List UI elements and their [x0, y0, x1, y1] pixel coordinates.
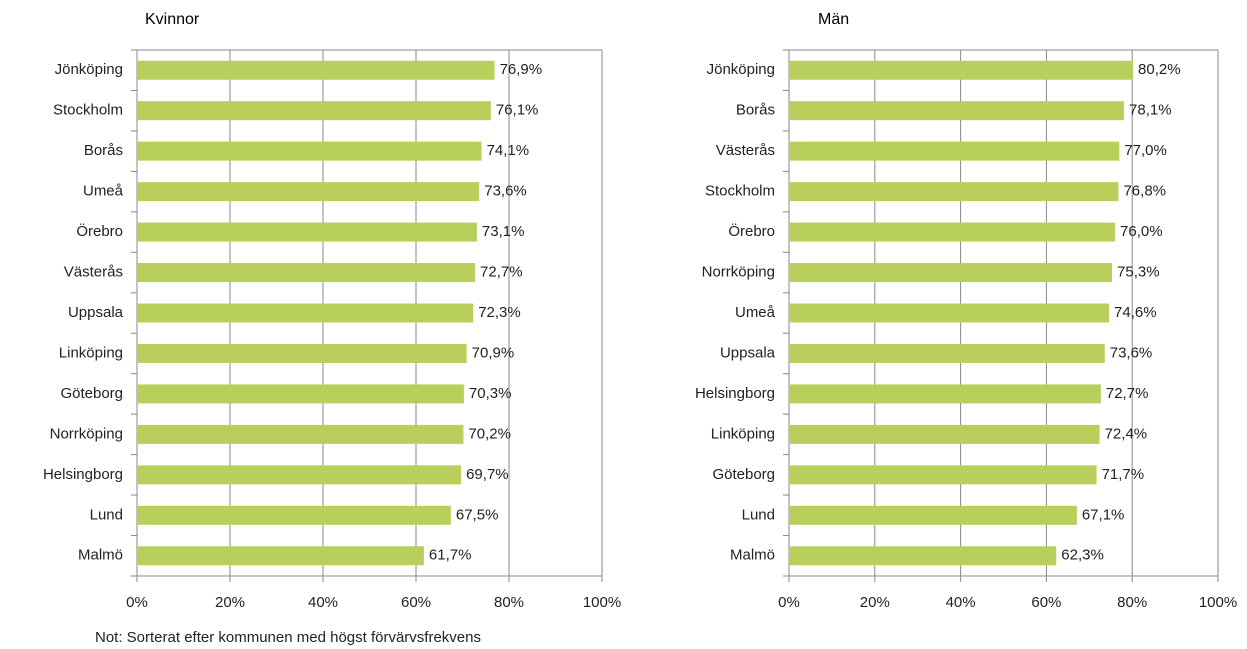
y-tick-label: Lund — [742, 506, 775, 523]
value-label: 76,1% — [496, 102, 539, 119]
x-tick-label: 80% — [494, 594, 524, 611]
note: Not: Sorterat efter kommunen med högst f… — [95, 629, 481, 646]
bar — [789, 141, 1120, 161]
y-tick-label: Malmö — [730, 547, 775, 564]
bar — [789, 303, 1110, 323]
y-tick-label: Malmö — [78, 547, 123, 564]
bar — [789, 546, 1057, 566]
value-label: 67,1% — [1082, 506, 1125, 523]
bar — [137, 182, 480, 202]
x-tick-label: 80% — [1117, 594, 1147, 611]
y-tick-label: Helsingborg — [43, 466, 123, 483]
value-label: 76,8% — [1123, 183, 1166, 200]
x-tick-label: 0% — [778, 594, 800, 611]
value-label: 70,3% — [469, 385, 512, 402]
bar — [789, 505, 1077, 525]
bar — [137, 465, 462, 485]
bar — [137, 505, 451, 525]
y-tick-label: Jönköping — [707, 61, 775, 78]
x-tick-label: 100% — [1199, 594, 1237, 611]
chart-title: Kvinnor — [145, 11, 200, 28]
y-tick-label: Göteborg — [60, 385, 123, 402]
bar — [137, 141, 482, 161]
bar — [137, 222, 477, 242]
y-tick-label: Umeå — [83, 183, 124, 200]
x-tick-label: 0% — [126, 594, 148, 611]
y-tick-label: Borås — [736, 102, 775, 119]
value-label: 70,2% — [468, 425, 511, 442]
x-tick-label: 20% — [860, 594, 890, 611]
bar — [137, 546, 424, 566]
bar — [137, 343, 467, 363]
bar — [789, 182, 1119, 202]
value-label: 74,6% — [1114, 304, 1157, 321]
x-tick-label: 20% — [215, 594, 245, 611]
chart-title: Män — [818, 11, 849, 28]
value-label: 74,1% — [487, 142, 530, 159]
value-label: 70,9% — [472, 344, 515, 361]
value-label: 76,0% — [1120, 223, 1163, 240]
x-tick-label: 60% — [401, 594, 431, 611]
value-label: 73,6% — [1110, 344, 1153, 361]
y-tick-label: Linköping — [711, 425, 775, 442]
bar — [789, 60, 1134, 80]
x-tick-label: 40% — [308, 594, 338, 611]
value-label: 73,6% — [484, 183, 527, 200]
bar — [789, 343, 1105, 363]
bar — [789, 384, 1101, 404]
y-tick-label: Borås — [84, 142, 123, 159]
bar — [789, 263, 1113, 283]
value-label: 69,7% — [466, 466, 509, 483]
y-tick-label: Norrköping — [50, 425, 123, 442]
y-tick-label: Lund — [90, 506, 123, 523]
bar — [789, 222, 1116, 242]
x-tick-label: 100% — [583, 594, 621, 611]
y-tick-label: Linköping — [59, 344, 123, 361]
bar — [137, 101, 491, 121]
y-tick-label: Norrköping — [702, 264, 775, 281]
y-tick-label: Uppsala — [720, 344, 776, 361]
x-tick-label: 60% — [1031, 594, 1061, 611]
bar — [137, 384, 464, 404]
bar — [137, 60, 495, 80]
bar — [137, 424, 464, 444]
value-label: 75,3% — [1117, 264, 1160, 281]
value-label: 72,7% — [480, 264, 523, 281]
value-label: 61,7% — [429, 547, 472, 564]
y-tick-label: Örebro — [728, 222, 775, 240]
bar — [789, 424, 1100, 444]
y-tick-label: Uppsala — [68, 304, 124, 321]
y-tick-label: Jönköping — [55, 61, 123, 78]
value-label: 67,5% — [456, 506, 499, 523]
y-tick-label: Umeå — [735, 304, 776, 321]
value-label: 80,2% — [1138, 61, 1181, 78]
value-label: 72,3% — [478, 304, 521, 321]
value-label: 78,1% — [1129, 102, 1172, 119]
y-tick-label: Stockholm — [705, 183, 775, 200]
bar — [137, 263, 476, 283]
y-tick-label: Stockholm — [53, 102, 123, 119]
value-label: 71,7% — [1102, 466, 1145, 483]
value-label: 73,1% — [482, 223, 525, 240]
bar — [789, 101, 1125, 121]
y-tick-label: Göteborg — [712, 466, 775, 483]
y-tick-label: Helsingborg — [695, 385, 775, 402]
value-label: 76,9% — [500, 61, 543, 78]
y-tick-label: Västerås — [716, 142, 775, 159]
bar — [789, 465, 1097, 485]
x-tick-label: 40% — [946, 594, 976, 611]
value-label: 77,0% — [1124, 142, 1167, 159]
value-label: 62,3% — [1061, 547, 1104, 564]
y-tick-label: Västerås — [64, 264, 123, 281]
y-tick-label: Örebro — [76, 222, 123, 240]
value-label: 72,7% — [1106, 385, 1149, 402]
bar — [137, 303, 474, 323]
value-label: 72,4% — [1105, 425, 1148, 442]
